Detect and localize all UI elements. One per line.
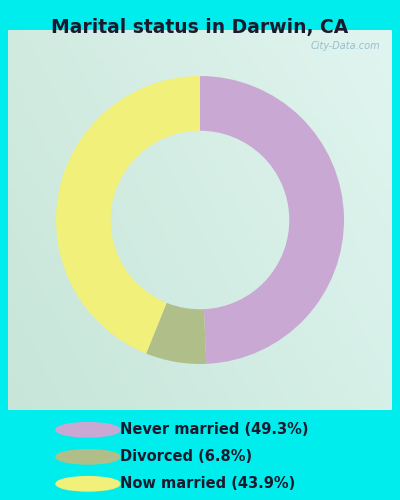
Text: Marital status in Darwin, CA: Marital status in Darwin, CA [51,18,349,36]
Text: Now married (43.9%): Now married (43.9%) [120,476,295,492]
Text: City-Data.com: City-Data.com [311,42,380,51]
Wedge shape [56,76,200,353]
Wedge shape [146,303,206,364]
Circle shape [56,422,120,437]
Wedge shape [200,76,344,364]
Text: Divorced (6.8%): Divorced (6.8%) [120,450,252,464]
Circle shape [56,476,120,491]
Circle shape [56,450,120,464]
Text: Never married (49.3%): Never married (49.3%) [120,422,308,438]
